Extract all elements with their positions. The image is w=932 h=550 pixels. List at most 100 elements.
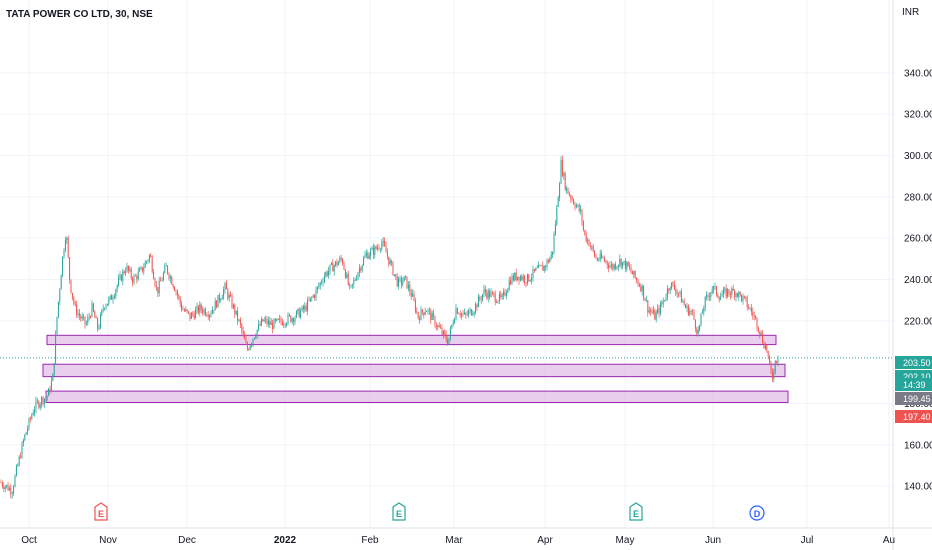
- candle-body: [276, 318, 278, 321]
- candle-body: [542, 265, 544, 271]
- candle-body: [736, 293, 738, 297]
- candle-body: [741, 294, 743, 301]
- candle-body: [62, 256, 64, 276]
- candle-body: [57, 301, 59, 317]
- candle-body: [396, 275, 398, 287]
- candle-body: [160, 280, 162, 282]
- candle-body: [431, 313, 433, 320]
- candle-body: [147, 260, 149, 262]
- candle-body: [262, 319, 264, 322]
- event-marker-e-nov[interactable]: E: [94, 502, 108, 521]
- candle-body: [363, 258, 365, 266]
- candle-body: [479, 296, 481, 300]
- candle-body: [601, 253, 603, 258]
- candle-body: [34, 409, 36, 413]
- candle-body: [728, 289, 730, 294]
- candle-body: [473, 312, 475, 315]
- candle-body: [484, 289, 486, 293]
- candle-body: [519, 276, 521, 281]
- price-badges: 203.50 202.10 199.45 197.40 14:39: [895, 356, 932, 423]
- candle-body: [10, 487, 12, 495]
- candle-body: [196, 306, 198, 310]
- candle-body: [489, 290, 491, 298]
- candle-body: [616, 266, 618, 269]
- candle-body: [99, 314, 101, 328]
- candle-body: [575, 205, 577, 208]
- candle-body: [690, 311, 692, 312]
- price-badge: 197.40: [895, 410, 932, 423]
- candle-body: [552, 251, 554, 255]
- candle-body: [343, 264, 345, 270]
- candle-body: [657, 308, 659, 313]
- candle-body: [732, 288, 734, 291]
- candle-body: [347, 273, 349, 285]
- support-zone: [42, 363, 786, 378]
- candle-body: [476, 304, 478, 308]
- candle-body: [372, 247, 374, 255]
- candle-body: [715, 286, 717, 295]
- candle-body: [664, 299, 666, 301]
- candle-body: [122, 271, 124, 281]
- candle-body: [605, 260, 607, 262]
- event-marker-e-may[interactable]: E: [629, 502, 643, 521]
- candle-body: [273, 319, 275, 329]
- candle-body: [392, 262, 394, 276]
- candle-body: [52, 373, 54, 381]
- candle-body: [650, 310, 652, 312]
- candle-body: [129, 269, 131, 271]
- candles: [0, 155, 779, 499]
- candle-body: [515, 272, 517, 280]
- candle-body: [777, 359, 779, 363]
- candle-body: [287, 314, 289, 324]
- candle-body: [127, 265, 129, 271]
- candle-body: [78, 313, 80, 317]
- candle-body: [73, 297, 75, 304]
- candle-body: [522, 276, 524, 280]
- candle-body: [526, 274, 528, 284]
- candle-body: [311, 297, 313, 298]
- candle-body: [713, 286, 715, 290]
- event-marker-d-jun[interactable]: D: [749, 505, 765, 521]
- candle-body: [452, 323, 454, 325]
- price-badge-label: 199.45: [903, 394, 931, 404]
- candle-body: [683, 301, 685, 305]
- candle-body: [456, 308, 458, 314]
- candle-body: [385, 245, 387, 253]
- support-zone: [45, 390, 789, 403]
- candle-body: [67, 238, 69, 258]
- candle-body: [364, 255, 366, 259]
- candle-body: [269, 320, 271, 326]
- candle-body: [29, 418, 31, 420]
- price-badge-label: 197.40: [903, 412, 931, 422]
- candle-body: [755, 315, 757, 318]
- candle-body: [615, 264, 617, 269]
- candle-body: [14, 475, 16, 487]
- event-marker-e-feb[interactable]: E: [392, 502, 406, 521]
- candle-body: [158, 280, 160, 294]
- svg-text:E: E: [396, 509, 402, 519]
- candle-body: [491, 292, 493, 293]
- candle-body: [182, 309, 184, 311]
- candle-body: [631, 271, 633, 275]
- candle-body: [762, 333, 764, 344]
- candle-body: [11, 493, 13, 495]
- candle-body: [186, 309, 188, 312]
- candle-body: [87, 317, 89, 324]
- candle-body: [553, 234, 555, 252]
- price-badge-bg: [895, 410, 932, 423]
- candle-body: [564, 173, 566, 190]
- candle-body: [368, 255, 370, 259]
- candle-body: [115, 289, 117, 296]
- candle-body: [167, 265, 169, 274]
- candle-body: [626, 261, 628, 270]
- y-tick-label: 220.00: [904, 316, 932, 327]
- candle-body: [307, 300, 309, 311]
- candle-body: [286, 323, 288, 326]
- candle-body: [589, 246, 591, 247]
- candle-body: [218, 295, 220, 301]
- candle-body: [679, 291, 681, 294]
- candle-body: [393, 274, 395, 276]
- time-axis[interactable]: Oct Nov Dec 2022 Feb Mar Apr May Jun Jul Au: [21, 535, 895, 546]
